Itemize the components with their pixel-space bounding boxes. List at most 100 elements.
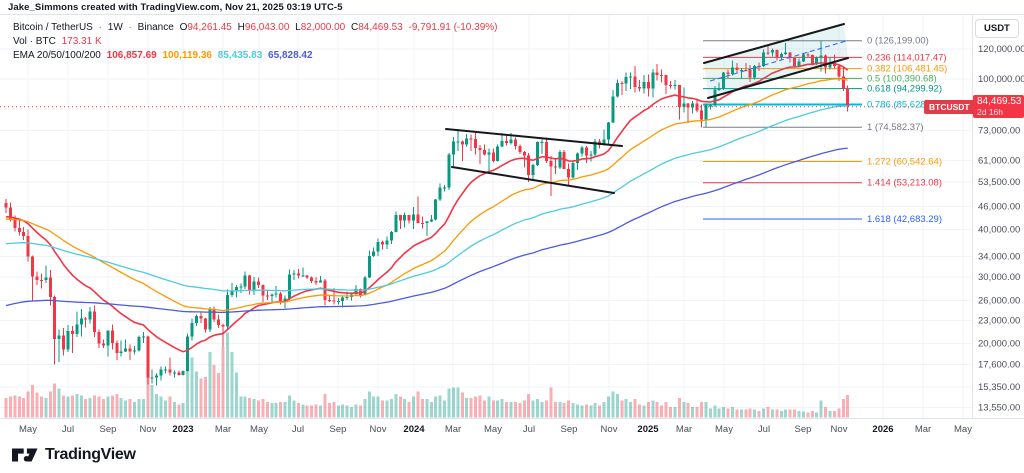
time-axis-label: Mar bbox=[676, 424, 692, 435]
candle-body bbox=[31, 256, 35, 277]
volume-bar bbox=[26, 391, 30, 418]
volume-bar bbox=[598, 405, 602, 418]
volume-bar bbox=[124, 400, 128, 418]
volume-bar bbox=[500, 399, 504, 418]
volume-bar bbox=[589, 405, 593, 418]
symbol-row[interactable]: Bitcoin / TetherUS · 1W · Binance O94,26… bbox=[13, 21, 500, 35]
price-tick-label: 20,000.00 bbox=[978, 339, 1020, 350]
chart-legend: Bitcoin / TetherUS · 1W · Binance O94,26… bbox=[13, 21, 500, 63]
volume-bar bbox=[531, 400, 535, 418]
volume-bar bbox=[394, 393, 398, 418]
candle-body bbox=[416, 214, 420, 223]
volume-bar bbox=[819, 400, 823, 418]
candle-body bbox=[434, 199, 438, 220]
price-tick-label: 23,000.00 bbox=[978, 316, 1020, 327]
candle-body bbox=[186, 336, 190, 371]
candle-body bbox=[793, 58, 797, 67]
currency-toggle-button[interactable]: USDT bbox=[975, 19, 1019, 38]
rising-channel-trendline[interactable] bbox=[703, 23, 845, 64]
candle-body bbox=[376, 242, 380, 252]
descending-channel-trendline[interactable] bbox=[451, 166, 615, 194]
candle-body bbox=[571, 162, 575, 178]
volume-bar bbox=[775, 409, 779, 418]
volume-bar bbox=[691, 407, 695, 418]
ema-row[interactable]: EMA 20/50/100/200 106,857.69 100,119.36 … bbox=[13, 49, 500, 63]
volume-pane bbox=[4, 332, 850, 418]
volume-bar bbox=[279, 401, 283, 418]
volume-bar bbox=[491, 400, 495, 418]
candle-body bbox=[762, 52, 766, 67]
volume-bar bbox=[646, 401, 650, 418]
volume-bar bbox=[39, 396, 43, 418]
time-axis-label: 2023 bbox=[172, 424, 193, 435]
candle-body bbox=[735, 67, 739, 71]
candle-body bbox=[190, 322, 194, 337]
volume-bar bbox=[354, 404, 358, 418]
volume-bar bbox=[438, 395, 442, 418]
volume-bar bbox=[403, 399, 407, 418]
candle-body bbox=[323, 280, 327, 300]
candle-body bbox=[141, 336, 145, 338]
candle-body bbox=[128, 348, 132, 352]
candle-body bbox=[168, 369, 172, 373]
volume-bar bbox=[97, 396, 101, 418]
candle-body bbox=[79, 318, 83, 325]
time-axis-label: 2024 bbox=[403, 424, 425, 435]
volume-bar bbox=[350, 407, 354, 418]
volume-bar bbox=[172, 401, 176, 418]
candle-body bbox=[713, 89, 717, 106]
volume-bar bbox=[381, 400, 385, 418]
candle-body bbox=[828, 63, 832, 68]
candle-body bbox=[327, 299, 331, 301]
candle-body bbox=[163, 369, 167, 371]
volume-row[interactable]: Vol · BTC 173.31 K bbox=[13, 35, 500, 49]
interval-label[interactable]: 1W bbox=[107, 22, 123, 33]
candle-body bbox=[115, 342, 119, 353]
time-axis-label: Sep bbox=[330, 424, 347, 435]
price-tick-label: 53,500.00 bbox=[978, 177, 1020, 188]
volume-bar bbox=[358, 405, 362, 418]
candle-body bbox=[487, 152, 491, 155]
volume-bar bbox=[79, 395, 83, 418]
volume-bar bbox=[367, 391, 371, 418]
candle-body bbox=[208, 309, 212, 330]
low-label: L bbox=[295, 22, 301, 33]
volume-bar bbox=[815, 412, 819, 418]
volume-bar bbox=[4, 397, 8, 418]
candle-body bbox=[4, 202, 8, 208]
symbol-name[interactable]: Bitcoin / TetherUS bbox=[13, 22, 93, 33]
volume-bar bbox=[584, 404, 588, 418]
descending-channel-trendline[interactable] bbox=[445, 128, 623, 147]
volume-bar bbox=[425, 399, 429, 418]
candle-body bbox=[212, 309, 216, 320]
volume-bar bbox=[305, 405, 309, 418]
volume-bar bbox=[527, 393, 531, 418]
candle-body bbox=[558, 151, 562, 168]
volume-bar bbox=[407, 401, 411, 418]
volume-bar bbox=[70, 395, 74, 418]
volume-bar bbox=[837, 408, 841, 418]
price-chart[interactable]: 0 (126,199.00) 0.236 (114,017.47)0.382 (1… bbox=[0, 0, 1024, 443]
high-label: H bbox=[237, 22, 245, 33]
candle-body bbox=[447, 154, 451, 188]
candle-body bbox=[567, 168, 571, 178]
trendline-drawings[interactable] bbox=[445, 23, 849, 194]
candle-body bbox=[385, 240, 389, 245]
price-axis[interactable]: USDT 84,469.53 2d 16h bbox=[973, 14, 1024, 418]
volume-bar bbox=[217, 373, 221, 418]
candle-body bbox=[199, 315, 203, 319]
candle-body bbox=[310, 277, 314, 281]
ema50-value: 100,119.36 bbox=[162, 50, 212, 61]
volume-bar bbox=[434, 396, 438, 418]
volume-bar bbox=[341, 404, 345, 418]
price-tick-label: 61,000.00 bbox=[978, 155, 1020, 166]
fib-level-label: 0.382 (106,481.45) bbox=[867, 64, 947, 75]
volume-bar bbox=[119, 397, 123, 418]
rising-channel-trendline[interactable] bbox=[707, 57, 849, 99]
volume-bar bbox=[615, 393, 619, 418]
high-value: 96,043.00 bbox=[244, 22, 290, 33]
tradingview-logo-icon[interactable] bbox=[12, 447, 38, 463]
tradingview-brand[interactable]: TradingView bbox=[45, 446, 136, 463]
candle-body bbox=[372, 251, 376, 256]
volume-bar bbox=[296, 403, 300, 418]
